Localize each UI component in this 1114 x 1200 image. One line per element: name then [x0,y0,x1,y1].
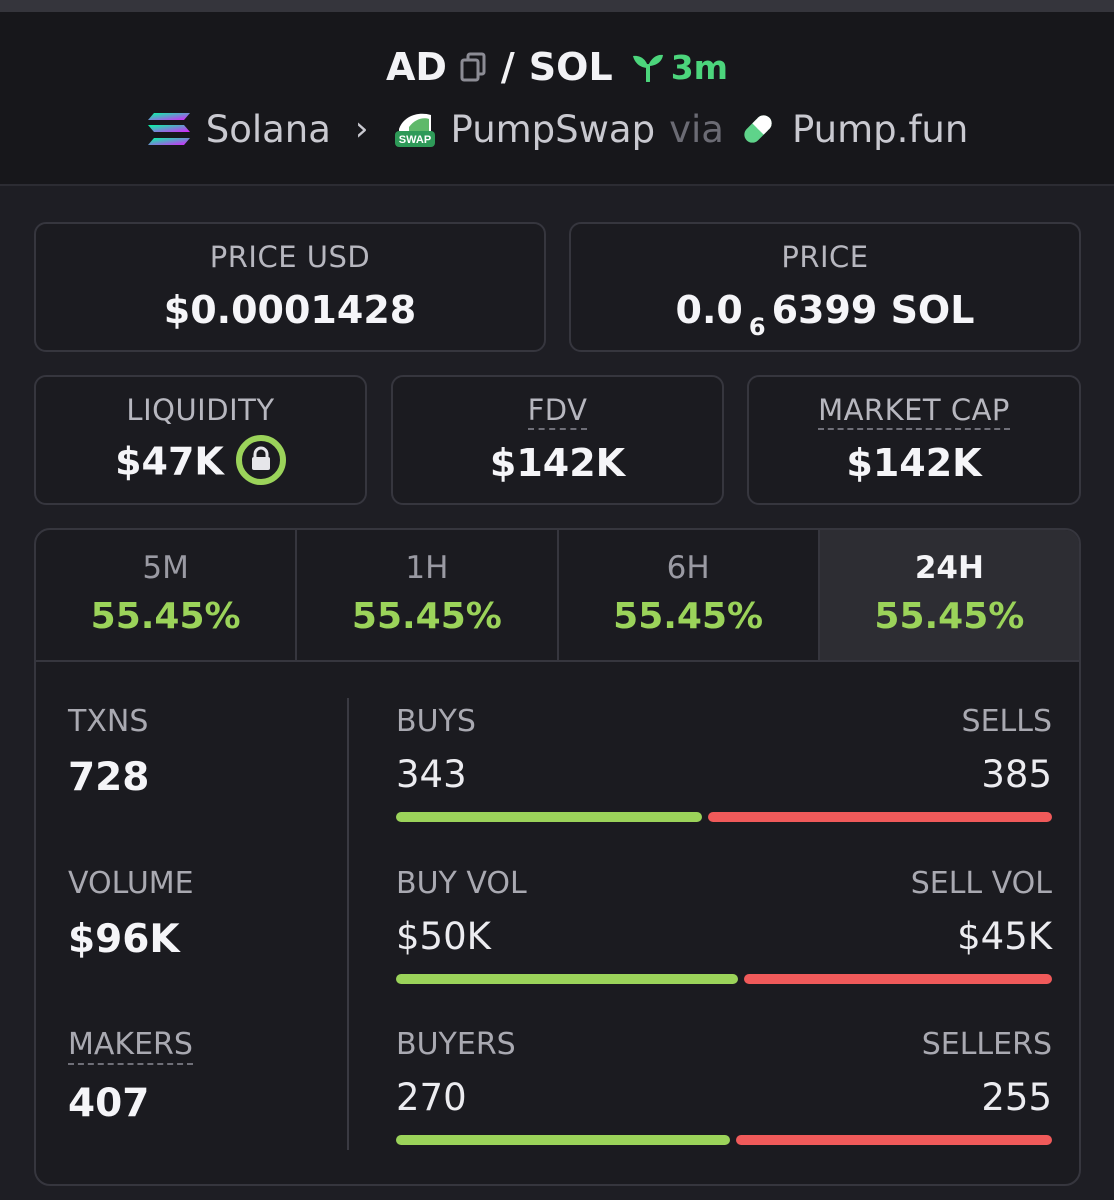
price-usd-card: PRICE USD $0.0001428 [34,222,546,352]
tab-1h[interactable]: 1H 55.45% [297,530,559,660]
sprout-icon [632,54,663,82]
makers-stat: MAKERS 407 [68,1027,193,1126]
pair-title: AD / SOL 3m [0,42,1114,92]
solana-logo-icon [147,113,190,145]
svg-text:SWAP: SWAP [398,134,430,146]
price-native-value: 0.0 6 6399 SOL [571,288,1079,341]
tab-label: 6H [666,550,710,586]
tab-price-change: 55.45% [90,596,241,637]
tab-label: 5M [142,550,189,586]
tab-6h[interactable]: 6H 55.45% [559,530,820,660]
pumpswap-logo-icon: SWAP [394,113,435,147]
tab-label: 1H [405,550,449,586]
dex-link[interactable]: PumpSwap [450,107,656,151]
buy-vol-label: BUY VOL [396,866,527,901]
pair-separator: / [500,45,515,89]
liquidity-value: $47K [115,439,224,484]
pair-age-value: 3m [670,47,729,87]
fdv-card: FDV $142K [391,375,724,505]
makers-value: 407 [68,1081,150,1126]
pair-header: AD / SOL 3m [0,12,1114,186]
sells-bar [707,812,1052,822]
tab-24h[interactable]: 24H 55.45% [819,530,1079,660]
volume-ratio-bar [396,974,1052,984]
sellers-label: SELLERS [921,1027,1052,1062]
buys-bar [396,812,702,822]
launchpad-link[interactable]: Pump.fun [791,107,969,151]
sells-label: SELLS [961,704,1052,739]
sellers-value: 255 [981,1076,1052,1119]
pump-pill-icon [744,115,772,143]
via-label: via [669,107,724,151]
pair-age: 3m [631,48,728,87]
buyers-label: BUYERS [396,1027,516,1062]
volume-value: $96K [68,917,180,962]
market-cap-card: MARKET CAP $142K [747,375,1081,505]
txns-stat: TXNS 728 [68,704,149,800]
price-native-prefix: 0.0 [675,288,743,332]
liquidity-value-row: $47K [36,435,365,489]
txns-label: TXNS [68,704,149,739]
liquidity-label: LIQUIDITY [126,393,275,427]
buyers-value: 270 [396,1076,467,1119]
buy-vol-bar [396,974,739,984]
fdv-label[interactable]: FDV [527,393,588,430]
tab-5m[interactable]: 5M 55.45% [36,530,298,660]
tab-label: 24H [914,550,984,586]
price-native-unit: SOL [890,288,975,332]
buys-value: 343 [396,753,467,796]
sellers-bar [736,1135,1052,1145]
timeframe-tabs: 5M 55.45% 1H 55.45% 6H 55.45% 24H 55.45% [36,530,1079,662]
volume-label: VOLUME [68,866,194,901]
chain-link[interactable]: Solana [205,107,331,151]
fdv-label-wrap: FDV [393,393,722,430]
makers-label[interactable]: MAKERS [68,1027,193,1065]
copy-icon[interactable] [459,52,487,82]
price-native-card: PRICE 0.0 6 6399 SOL [569,222,1081,352]
lock-icon[interactable] [235,435,286,485]
sell-vol-label: SELL VOL [910,866,1052,901]
buyers-bar [396,1135,731,1145]
sells-value: 385 [981,753,1052,796]
chevron-right-icon: › [354,109,369,149]
base-token-symbol: AD [385,45,447,89]
sell-vol-value: $45K [957,915,1052,958]
market-cap-label[interactable]: MARKET CAP [818,393,1010,430]
stats-divider [347,698,349,1150]
price-usd-label: PRICE USD [209,240,371,274]
volume-stat: VOLUME $96K [68,866,194,962]
route-breadcrumb: Solana › SWAP PumpSwap via Pump.fun [0,104,1114,154]
volume-ratio: BUY VOL SELL VOL $50K $45K [396,866,1052,984]
market-cap-value: $142K [846,441,982,485]
quote-token-symbol: SOL [528,45,613,89]
price-native-label: PRICE [781,240,869,274]
tab-price-change: 55.45% [351,596,502,637]
makers-ratio: BUYERS SELLERS 270 255 [396,1027,1052,1145]
tab-price-change: 55.45% [874,596,1025,637]
fdv-value: $142K [489,441,626,485]
top-strip [0,0,1114,12]
txns-ratio: BUYS SELLS 343 385 [396,704,1052,822]
liquidity-card: LIQUIDITY $47K [34,375,367,505]
tab-price-change: 55.45% [613,596,764,637]
market-cap-label-wrap: MARKET CAP [749,393,1079,430]
price-native-digits: 6399 [771,288,878,332]
price-usd-value: $0.0001428 [163,288,417,332]
sell-vol-bar [744,974,1052,984]
buys-label: BUYS [396,704,476,739]
txns-value: 728 [68,755,150,800]
makers-ratio-bar [396,1135,1052,1145]
buy-vol-value: $50K [396,915,491,958]
price-native-zero-count: 6 [748,313,766,341]
stats-panel: 5M 55.45% 1H 55.45% 6H 55.45% 24H 55.45%… [34,528,1081,1186]
txns-ratio-bar [396,812,1052,822]
